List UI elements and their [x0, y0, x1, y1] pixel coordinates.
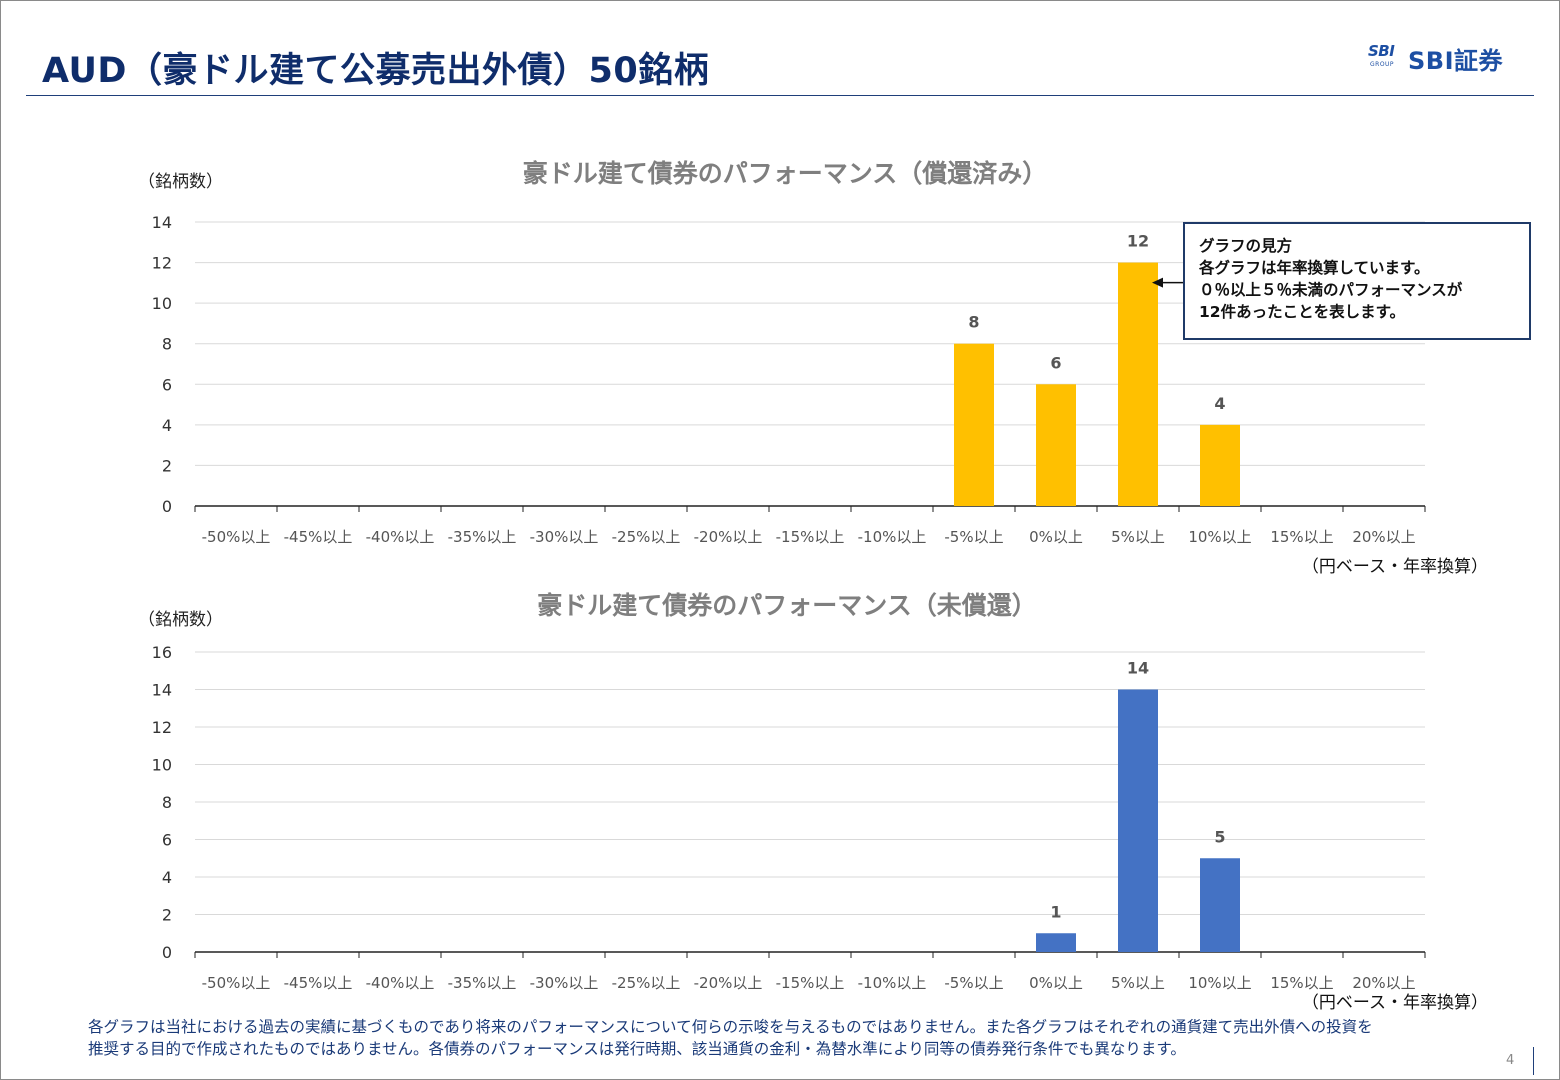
y-tick-label: 4 [162, 416, 172, 435]
title-divider [26, 95, 1534, 96]
chart-title: 豪ドル建て債券のパフォーマンス（償還済み） [523, 159, 1048, 188]
bar [1200, 858, 1240, 952]
callout-arrow-head [1152, 277, 1163, 288]
y-tick-label: 12 [152, 254, 172, 273]
bar [1200, 424, 1240, 506]
y-tick-label: 2 [162, 456, 172, 475]
x-tick-label: -5%以上 [944, 974, 1003, 992]
x-tick-label: 15%以上 [1270, 528, 1333, 546]
x-tick-label: -10%以上 [858, 528, 927, 546]
y-tick-label: 4 [162, 868, 172, 887]
chart-title: 豪ドル建て債券のパフォーマンス（未償還） [537, 591, 1037, 620]
x-tick-label: 20%以上 [1352, 974, 1415, 992]
bar [1118, 262, 1158, 506]
data-label: 4 [1214, 394, 1225, 413]
how-to-read-callout: グラフの見方 各グラフは年率換算しています。 ０％以上５％未満のパフォーマンスが… [1183, 222, 1531, 340]
callout-line-1: グラフの見方 [1199, 237, 1293, 255]
x-tick-label: -20%以上 [694, 974, 763, 992]
x-tick-label: -35%以上 [448, 528, 517, 546]
x-tick-label: 10%以上 [1188, 974, 1251, 992]
logo-sub: GROUP [1370, 61, 1395, 68]
page-title: AUD（豪ドル建て公募売出外債）50銘柄 [42, 51, 710, 91]
data-label: 1 [1050, 902, 1061, 921]
bar [954, 343, 994, 506]
x-tick-label: -45%以上 [284, 974, 353, 992]
footnote-line-2: 推奨する目的で作成されたものではありません。各債券のパフォーマンスは発行時期、該… [88, 1040, 1186, 1058]
x-tick-label: -40%以上 [366, 528, 435, 546]
x-tick-label: -25%以上 [612, 974, 681, 992]
x-tick-label: 0%以上 [1029, 528, 1083, 546]
bar [1118, 689, 1158, 952]
x-tick-label: -35%以上 [448, 974, 517, 992]
x-tick-label: 15%以上 [1270, 974, 1333, 992]
y-tick-label: 12 [152, 718, 172, 737]
data-label: 14 [1127, 659, 1149, 678]
x-tick-label: -30%以上 [530, 974, 599, 992]
y-tick-label: 8 [162, 335, 172, 354]
y-tick-label: 2 [162, 906, 172, 925]
x-axis-unit-label: （円ベース・年率換算） [1302, 557, 1488, 577]
x-tick-label: 20%以上 [1352, 528, 1415, 546]
y-tick-label: 8 [162, 793, 172, 812]
callout-line-4: 12件あったことを表します。 [1199, 303, 1406, 321]
x-axis-unit-label: （円ベース・年率換算） [1302, 993, 1488, 1013]
page-number: 4 [1506, 1053, 1515, 1068]
bar [1036, 384, 1076, 506]
footnote-line-1: 各グラフは当社における過去の実績に基づくものであり将来のパフォーマンスについて何… [88, 1018, 1373, 1036]
y-axis-label: （銘柄数） [138, 610, 223, 630]
logo-mark: SBI [1368, 42, 1395, 60]
logo-text: SBI証券 [1408, 47, 1504, 75]
y-tick-label: 0 [162, 497, 172, 516]
x-tick-label: -15%以上 [776, 528, 845, 546]
x-tick-label: -20%以上 [694, 528, 763, 546]
x-tick-label: -10%以上 [858, 974, 927, 992]
x-tick-label: -5%以上 [944, 528, 1003, 546]
bar [1036, 933, 1076, 952]
data-label: 5 [1214, 827, 1225, 846]
page-number-divider [1533, 1047, 1534, 1075]
y-tick-label: 14 [152, 213, 172, 232]
chart-redeemed: 豪ドル建て債券のパフォーマンス（償還済み） （銘柄数） 0 2 4 6 8 10 12 14 -50… [138, 159, 1488, 577]
y-tick-label: 0 [162, 943, 172, 962]
data-label: 8 [968, 313, 979, 332]
data-label: 12 [1127, 232, 1149, 251]
x-tick-label: -15%以上 [776, 974, 845, 992]
x-tick-label: -50%以上 [202, 974, 271, 992]
callout-line-3: ０％以上５％未満のパフォーマンスが [1199, 281, 1463, 299]
x-tick-label: 5%以上 [1111, 528, 1165, 546]
sbi-logo: SBI GROUP SBI証券 [1366, 40, 1516, 76]
x-tick-label: 10%以上 [1188, 528, 1251, 546]
y-tick-label: 6 [162, 831, 172, 850]
x-tick-label: -30%以上 [530, 528, 599, 546]
y-tick-label: 10 [152, 294, 172, 313]
x-tick-label: 5%以上 [1111, 974, 1165, 992]
x-tick-label: -50%以上 [202, 528, 271, 546]
x-tick-label: 0%以上 [1029, 974, 1083, 992]
y-tick-label: 6 [162, 375, 172, 394]
x-tick-label: -25%以上 [612, 528, 681, 546]
y-axis-label: （銘柄数） [138, 172, 223, 192]
y-tick-label: 10 [152, 756, 172, 775]
y-tick-label: 16 [152, 643, 172, 662]
x-tick-label: -45%以上 [284, 528, 353, 546]
y-tick-label: 14 [152, 681, 172, 700]
callout-line-2: 各グラフは年率換算しています。 [1199, 259, 1430, 277]
disclaimer-footnote: 各グラフは当社における過去の実績に基づくものであり将来のパフォーマンスについて何… [88, 1016, 1508, 1060]
data-label: 6 [1050, 353, 1061, 372]
x-tick-label: -40%以上 [366, 974, 435, 992]
chart-outstanding: 豪ドル建て債券のパフォーマンス（未償還） （銘柄数） 0 2 4 6 8 10 12 14 16 -5… [138, 591, 1488, 1013]
